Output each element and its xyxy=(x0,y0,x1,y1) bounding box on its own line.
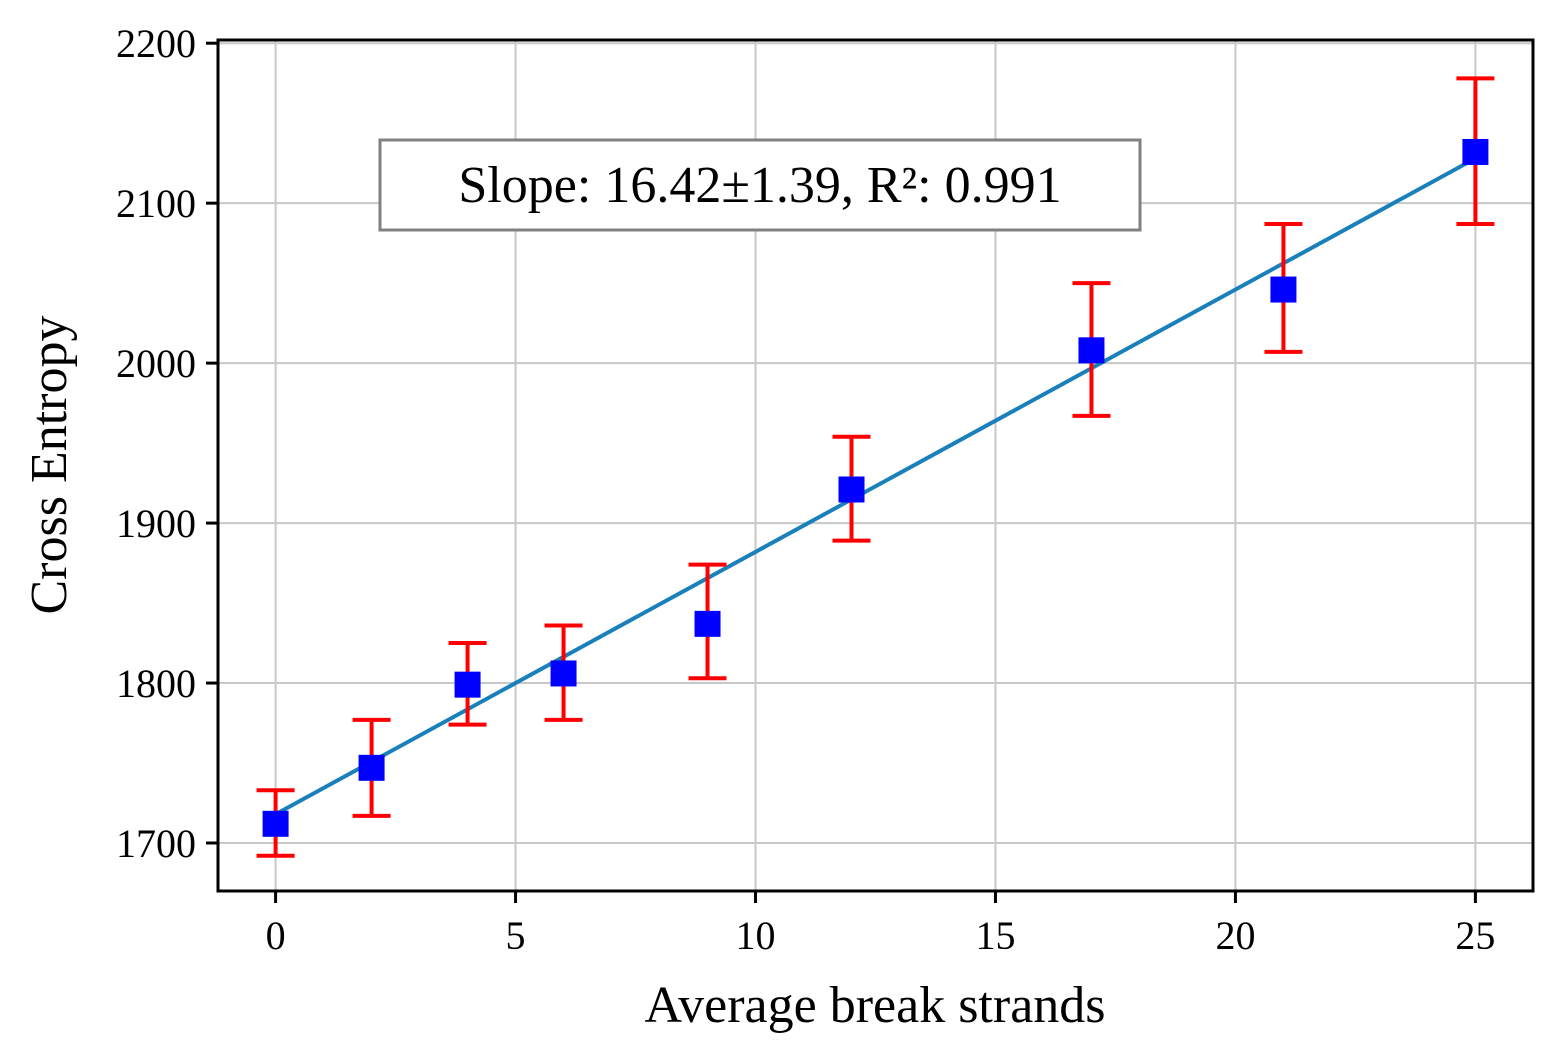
x-tick-label: 25 xyxy=(1455,913,1495,958)
data-point xyxy=(838,476,865,503)
annotation-box xyxy=(378,138,1142,232)
y-tick-label: 1700 xyxy=(116,821,196,866)
data-point xyxy=(1270,276,1297,303)
fit-layer xyxy=(274,156,1477,816)
x-tick-label: 15 xyxy=(975,913,1015,958)
y-tick-label: 2200 xyxy=(116,21,196,66)
y-tick-label: 2100 xyxy=(116,181,196,226)
marker-layer xyxy=(262,138,1489,837)
plot-frame xyxy=(216,38,1535,893)
x-axis-title: Average break strands xyxy=(644,977,1105,1034)
x-tick-label: 0 xyxy=(266,913,286,958)
annotation-text: Slope: 16.42±1.39, R²: 0.991 xyxy=(458,157,1061,214)
data-point xyxy=(1462,138,1489,165)
y-tick-label: 2000 xyxy=(116,341,196,386)
y-axis-title: Cross Entropy xyxy=(21,316,78,615)
x-tick-label: 10 xyxy=(736,913,776,958)
y-tick-label: 1800 xyxy=(116,661,196,706)
x-tick-label: 5 xyxy=(506,913,526,958)
data-point xyxy=(550,660,577,687)
slope-annotation: Slope: 16.42±1.39, R²: 0.991 xyxy=(378,138,1142,232)
axes-layer: 0 5 10 15 20 25 1700 1800 1900 2000 2100 2200 xyxy=(116,21,1535,958)
data-point xyxy=(262,810,289,837)
y-tick-label: 1900 xyxy=(116,501,196,546)
data-point xyxy=(694,610,721,637)
fit-line xyxy=(274,156,1477,816)
data-point xyxy=(454,671,481,698)
x-tick-label: 20 xyxy=(1215,913,1255,958)
data-point xyxy=(1078,337,1105,364)
data-point xyxy=(358,754,385,781)
